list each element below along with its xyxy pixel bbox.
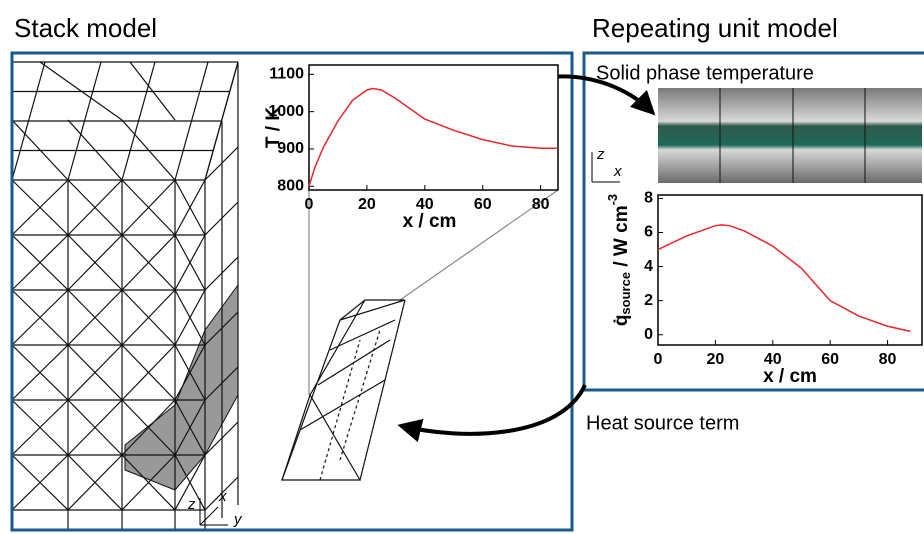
mesh-line (204, 421, 239, 456)
mesh-line (67, 234, 123, 291)
x-tick-label: 60 (474, 196, 492, 213)
plot-area (657, 194, 923, 346)
mesh-line (174, 344, 206, 401)
mesh-line (204, 311, 239, 346)
x-tick-label: 0 (654, 351, 663, 368)
temperature-strip (658, 88, 922, 183)
mesh-line (204, 366, 239, 401)
x-tick-label: 80 (879, 351, 897, 368)
y-tick-label: 0 (644, 326, 653, 343)
mesh-line (11, 454, 69, 511)
x-tick-label: 20 (706, 351, 724, 368)
mesh-line (204, 201, 239, 236)
mesh-line (67, 289, 123, 346)
mesh-line (121, 454, 176, 511)
x-tick-label: 40 (764, 351, 782, 368)
triad-label: z (596, 146, 605, 163)
triad-label: z (187, 496, 196, 513)
mesh-line (204, 146, 239, 181)
mesh-line (11, 179, 69, 236)
mesh-line (67, 454, 123, 511)
x-axis-label: x / cm (763, 366, 817, 387)
mesh-line (67, 179, 123, 236)
y-tick-label: 900 (277, 140, 304, 157)
mesh-line (174, 234, 206, 291)
line-series (657, 224, 911, 333)
y-axis-label: T / K (263, 107, 284, 148)
unit-frame (582, 51, 924, 392)
plot-area (308, 64, 559, 191)
mesh-line (121, 234, 176, 291)
x-tick-label: 20 (358, 196, 376, 213)
mesh-line (11, 119, 69, 181)
mesh-line (11, 234, 69, 291)
x-tick-label: 0 (305, 196, 314, 213)
x-axis-label: x / cm (403, 211, 457, 232)
stack-title: Stack model (14, 13, 157, 43)
y-tick-label: 2 (644, 292, 653, 309)
y-tick-label: 800 (277, 177, 304, 194)
y-tick-label: 6 (644, 224, 653, 241)
y-tick-label: 1000 (268, 103, 304, 120)
line-series (308, 87, 558, 187)
y-tick-label: 4 (644, 258, 653, 275)
mesh-line (174, 179, 206, 236)
unit-title: Repeating unit model (592, 13, 838, 43)
y-tick-label: 8 (644, 190, 653, 207)
mesh-line (121, 289, 176, 346)
arrow (397, 384, 587, 443)
solid-phase-label: Solid phase temperature (596, 62, 814, 84)
mesh-line (121, 399, 176, 456)
mesh-line (174, 454, 206, 511)
heat-source-label: Heat source term (586, 412, 739, 434)
mesh-line (204, 256, 239, 291)
y-axis-label-part: source (618, 272, 633, 315)
mesh-line (11, 399, 69, 456)
mesh-line (204, 476, 239, 511)
mesh-line (121, 344, 176, 401)
triad-label: y (233, 511, 243, 528)
mesh-line (11, 344, 69, 401)
mesh-line (67, 344, 123, 401)
y-axis-label-part: / W cm (611, 205, 632, 272)
mesh-line (39, 61, 123, 121)
y-axis-label-part: -3 (605, 194, 620, 206)
stack-frame (10, 51, 574, 532)
x-tick-label: 60 (821, 351, 839, 368)
triad-label: x (613, 163, 622, 180)
mesh-line (174, 399, 206, 456)
x-tick-label: 80 (532, 196, 550, 213)
prism (281, 189, 559, 481)
mesh-line (67, 119, 123, 181)
axis-triad: z x y z x (187, 146, 622, 528)
mesh-line (121, 119, 176, 181)
mesh (11, 61, 239, 531)
mesh-line (174, 289, 206, 346)
y-axis-label: q̇source / W cm-3 (605, 194, 633, 326)
triad-label: x (218, 488, 227, 505)
x-tick-label: 40 (416, 196, 434, 213)
mesh-line (11, 289, 69, 346)
mesh-line (67, 399, 123, 456)
mesh-line (121, 179, 176, 236)
y-axis-label-part: q̇ (611, 315, 632, 327)
y-tick-label: 1100 (269, 66, 304, 83)
mesh-line (129, 61, 176, 121)
